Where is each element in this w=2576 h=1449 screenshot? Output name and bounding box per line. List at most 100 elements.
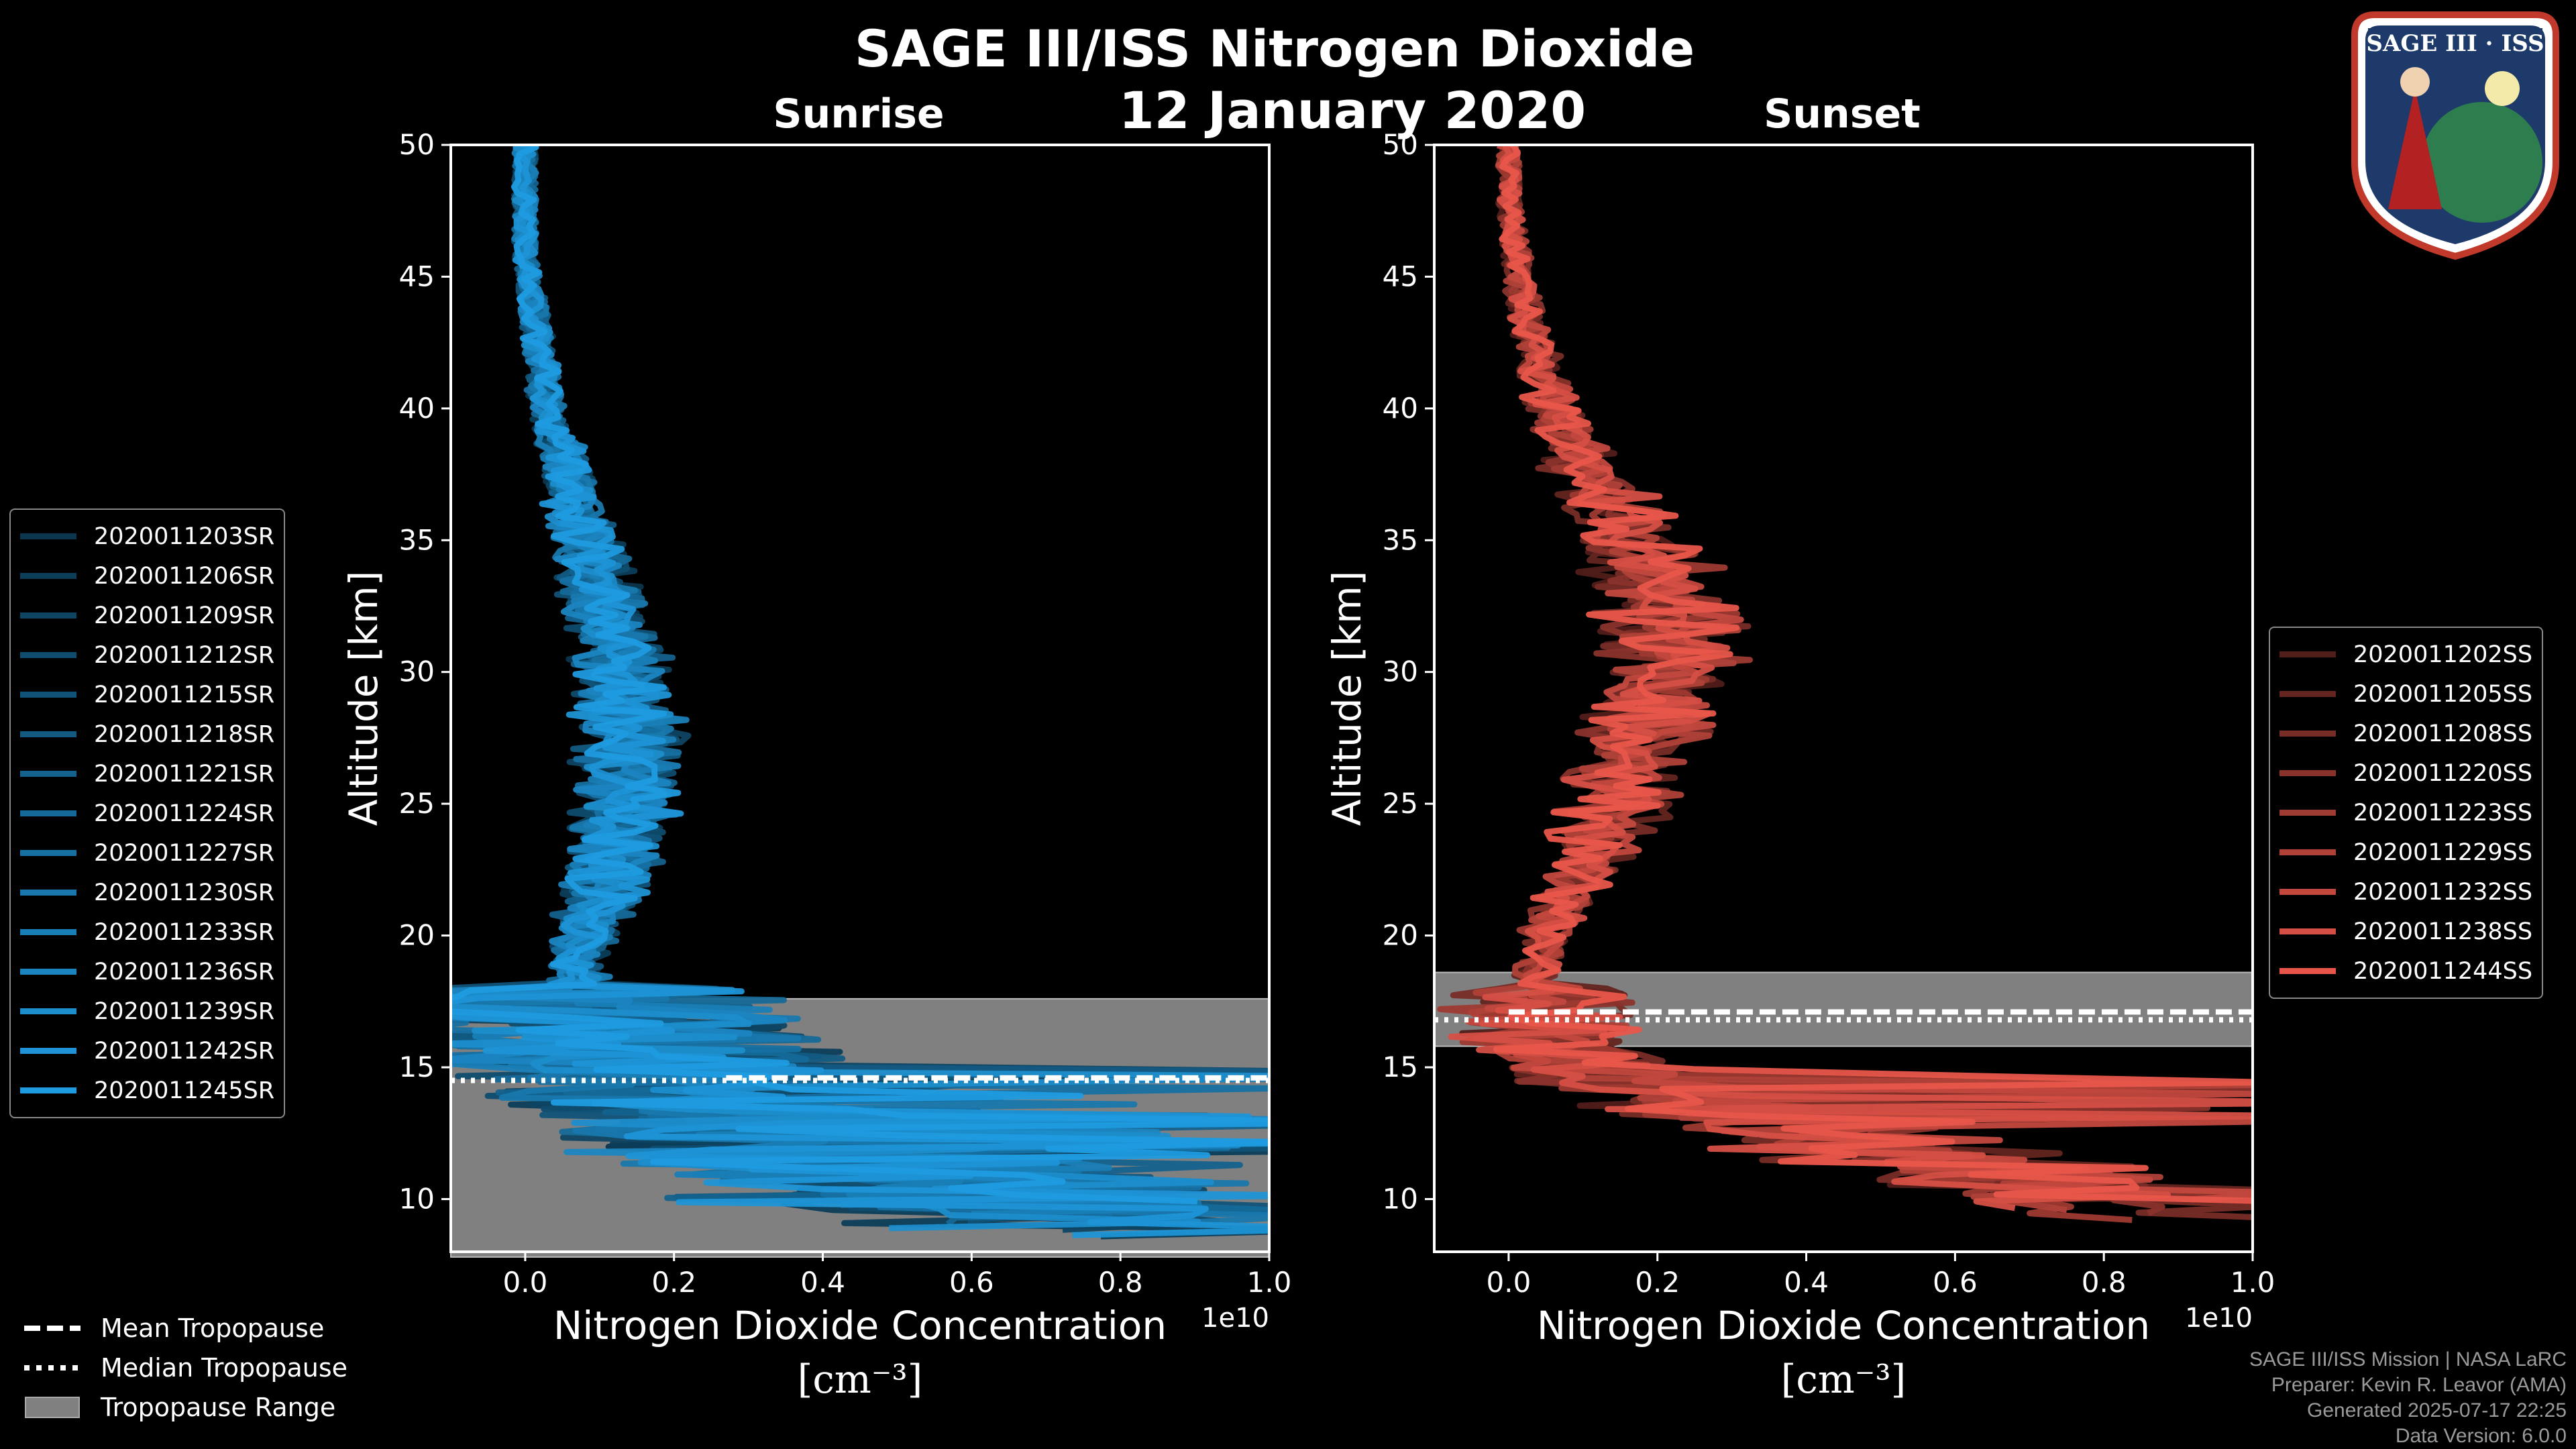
sunset-x-axis-label: Nitrogen Dioxide Concentration: [1537, 1303, 2150, 1348]
sunset-ytick-label: 20: [1383, 919, 1418, 952]
sunrise-legend-label: 2020011233SR: [94, 918, 275, 946]
footer-preparer: Preparer: Kevin R. Leavor (AMA): [2271, 1374, 2567, 1396]
sunset-legend-label: 2020011238SS: [2353, 918, 2533, 945]
sunrise-legend-label: 2020011221SR: [94, 760, 275, 788]
sunrise-legend-label: 2020011224SR: [94, 800, 275, 827]
sunrise-series-2020011242SR: [451, 145, 1269, 1238]
footer-mission: SAGE III/ISS Mission | NASA LaRC: [2249, 1348, 2567, 1371]
sunrise-ytick-label: 15: [399, 1051, 435, 1083]
sunrise-legend-item: 2020011239SR: [20, 991, 274, 1031]
sunset-legend-item: 2020011229SS: [2279, 833, 2532, 872]
sunrise-legend-swatch: [20, 692, 76, 698]
sunset-legend-item: 2020011208SS: [2279, 714, 2532, 753]
sunset-ytick-label: 10: [1383, 1182, 1418, 1215]
sunrise-panel: 10 15 20 25 30 35 40 45 50 0.0 0.2 0.4 0.6 0.8 1.0 1e10…: [341, 128, 1292, 1402]
sunrise-xtick-label: 0.4: [800, 1266, 845, 1299]
mean-tropopause-label: Mean Tropopause: [101, 1313, 325, 1343]
sunrise-legend-label: 2020011227SR: [94, 839, 275, 867]
sunrise-xtick-label: 1.0: [1247, 1266, 1292, 1299]
sunset-ytick-label: 50: [1383, 128, 1418, 161]
sunrise-ytick-label: 35: [399, 523, 435, 556]
sunset-ytick-label: 40: [1383, 392, 1418, 425]
sunrise-xtick-label: 0.0: [503, 1266, 548, 1299]
sunrise-legend-label: 2020011245SR: [94, 1077, 275, 1104]
sunrise-legend-item: 2020011230SR: [20, 873, 274, 912]
sunrise-legend: 2020011203SR 2020011206SR 2020011209SR 2020…: [9, 508, 286, 1118]
sunrise-legend-swatch: [20, 850, 76, 856]
sunrise-legend-item: 2020011233SR: [20, 912, 274, 952]
sunrise-legend-item: 2020011236SR: [20, 952, 274, 991]
sunset-xtick-label: 1.0: [2231, 1266, 2275, 1299]
sunrise-xtick-label: 0.6: [949, 1266, 994, 1299]
sunrise-x-scale-label: 1e10: [1201, 1303, 1269, 1334]
sunrise-legend-item: 2020011215SR: [20, 675, 274, 714]
sunset-xtick-label: 0.2: [1635, 1266, 1680, 1299]
sunrise-x-axis-unit: [cm⁻³]: [798, 1356, 923, 1402]
sunrise-legend-label: 2020011206SR: [94, 562, 275, 590]
sunset-legend-swatch: [2279, 731, 2336, 737]
sunset-ytick-label: 30: [1383, 655, 1418, 688]
sunrise-legend-label: 2020011242SR: [94, 1037, 275, 1065]
sunset-legend-swatch: [2279, 691, 2336, 697]
sunset-legend-label: 2020011223SS: [2353, 799, 2533, 826]
sunrise-legend-label: 2020011218SR: [94, 720, 275, 748]
sunset-xtick-label: 0.0: [1487, 1266, 1532, 1299]
sunrise-legend-item: 2020011242SR: [20, 1031, 274, 1071]
sunrise-legend-label: 2020011203SR: [94, 523, 275, 550]
sunset-xtick-label: 0.8: [2082, 1266, 2127, 1299]
sunrise-legend-swatch: [20, 969, 76, 975]
tropopause-legend: Mean Tropopause Median Tropopause Tropop…: [24, 1308, 347, 1427]
sunset-legend-label: 2020011244SS: [2353, 957, 2533, 985]
footer-credits: SAGE III/ISS Mission | NASA LaRC Prepare…: [2249, 1347, 2567, 1449]
sunset-legend-swatch: [2279, 651, 2336, 657]
mean-tropopause-swatch: [24, 1325, 80, 1331]
sunrise-legend-swatch: [20, 573, 76, 579]
tropopause-range-label: Tropopause Range: [101, 1392, 336, 1422]
sunset-legend-label: 2020011202SS: [2353, 641, 2533, 668]
sunrise-legend-swatch: [20, 890, 76, 896]
sunrise-legend-label: 2020011236SR: [94, 958, 275, 985]
sunset-xtick-label: 0.6: [1933, 1266, 1978, 1299]
sunrise-legend-item: 2020011224SR: [20, 794, 274, 833]
sunrise-legend-swatch: [20, 771, 76, 777]
sunrise-ytick-label: 20: [399, 919, 435, 952]
sunrise-legend-swatch: [20, 929, 76, 935]
sunrise-legend-item: 2020011221SR: [20, 754, 274, 794]
sunset-legend-swatch: [2279, 889, 2336, 895]
figure-date: 12 January 2020: [1118, 80, 1587, 140]
sunrise-ytick-label: 40: [399, 392, 435, 425]
sunset-profiles: [1437, 145, 2253, 1224]
sunrise-legend-swatch: [20, 612, 76, 619]
sunrise-legend-item: 2020011218SR: [20, 714, 274, 754]
sunrise-legend-label: 2020011215SR: [94, 681, 275, 708]
sunrise-y-axis-label: Altitude [km]: [341, 571, 386, 826]
footer-generated: Generated 2025-07-17 22:25: [2307, 1399, 2567, 1421]
sunrise-profiles: [451, 145, 1269, 1240]
sunset-legend-swatch: [2279, 849, 2336, 855]
sunset-legend-label: 2020011205SS: [2353, 680, 2533, 708]
sunset-legend-item: 2020011232SS: [2279, 872, 2532, 912]
sunrise-legend-swatch: [20, 810, 76, 816]
sunrise-panel-title: Sunrise: [773, 91, 945, 138]
sunrise-legend-item: 2020011227SR: [20, 833, 274, 873]
sunset-legend-item: 2020011244SS: [2279, 951, 2532, 991]
sunset-legend-swatch: [2279, 810, 2336, 816]
sunrise-legend-swatch: [20, 731, 76, 737]
sunrise-legend-label: 2020011209SR: [94, 602, 275, 629]
sunset-legend-label: 2020011220SS: [2353, 759, 2533, 787]
sunset-legend-label: 2020011232SS: [2353, 878, 2533, 906]
sunrise-legend-item: 2020011245SR: [20, 1071, 274, 1110]
sunrise-legend-label: 2020011230SR: [94, 879, 275, 906]
sunset-legend: 2020011202SS 2020011205SS 2020011208SS 2020…: [2269, 627, 2544, 999]
sunrise-legend-swatch: [20, 652, 76, 658]
sunrise-ytick-label: 45: [399, 260, 435, 292]
sunset-legend-item: 2020011223SS: [2279, 793, 2532, 833]
sunset-legend-item: 2020011202SS: [2279, 635, 2532, 674]
legend-tropopause-range: Tropopause Range: [24, 1387, 347, 1427]
sunset-x-axis-unit: [cm⁻³]: [1781, 1356, 1907, 1402]
sunrise-ytick-label: 30: [399, 655, 435, 688]
sunrise-x-axis-label: Nitrogen Dioxide Concentration: [553, 1303, 1167, 1348]
legend-median-tropopause: Median Tropopause: [24, 1348, 347, 1387]
sunset-legend-item: 2020011220SS: [2279, 753, 2532, 793]
